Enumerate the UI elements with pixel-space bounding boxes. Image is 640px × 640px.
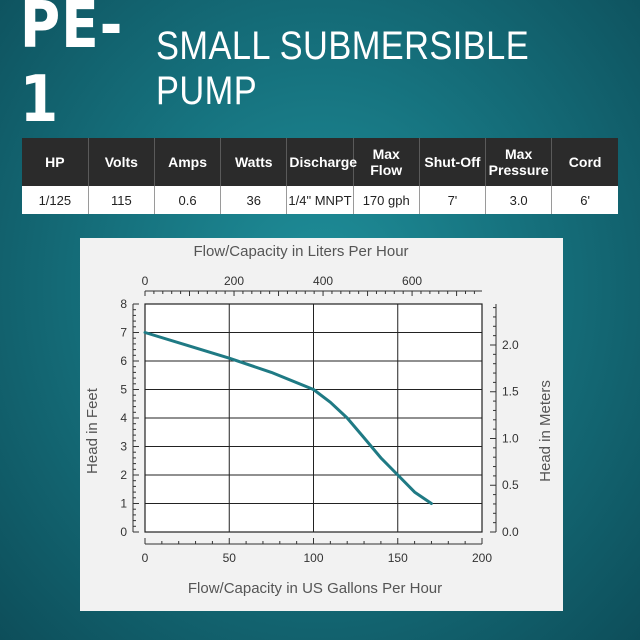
spec-header-max-pressure: Max Pressure xyxy=(485,138,552,186)
spec-header-row: HP Volts Amps Watts Discharge Max Flow Sh… xyxy=(22,138,618,186)
y-tick-label: 3 xyxy=(120,440,127,454)
x-tick-label: 0 xyxy=(142,551,149,565)
spec-value-discharge: 1/4" MNPT xyxy=(286,186,354,214)
right-tick-label: 0.5 xyxy=(502,478,519,492)
spec-value-cord: 6' xyxy=(551,186,618,214)
right-tick-label: 2.0 xyxy=(502,338,519,352)
x-tick-label: 200 xyxy=(472,551,492,565)
spec-table: HP Volts Amps Watts Discharge Max Flow Sh… xyxy=(22,138,618,214)
spec-header-cord: Cord xyxy=(551,138,618,186)
chart-svg: Flow/Capacity in Liters Per Hour Flow/Ca… xyxy=(84,243,554,597)
product-model: PE-1 xyxy=(19,0,124,137)
y-tick-label: 4 xyxy=(120,411,127,425)
right-tick-label: 1.0 xyxy=(502,431,519,445)
spec-header-watts: Watts xyxy=(220,138,287,186)
chart-y2-label: Head in Meters xyxy=(537,380,554,482)
y-tick-label: 0 xyxy=(120,525,127,539)
right-tick-label: 1.5 xyxy=(502,385,519,399)
spec-value-max-pressure: 3.0 xyxy=(485,186,552,214)
spec-value-max-flow: 170 gph xyxy=(352,186,420,214)
spec-header-discharge: Discharge xyxy=(286,138,357,186)
spec-value-hp: 1/125 xyxy=(22,186,89,214)
spec-value-row: 1/125 115 0.6 36 1/4" MNPT 170 gph 7' 3.… xyxy=(22,186,618,214)
top-tick-label: 200 xyxy=(224,274,244,288)
pump-curve-line xyxy=(143,331,433,505)
top-tick-label: 400 xyxy=(313,274,333,288)
y-tick-label: 2 xyxy=(120,468,127,482)
top-tick-label: 0 xyxy=(142,274,149,288)
y-tick-label: 8 xyxy=(120,297,127,311)
y-tick-label: 7 xyxy=(120,326,127,340)
series-layer xyxy=(143,331,433,505)
x-tick-label: 50 xyxy=(223,551,237,565)
spec-value-watts: 36 xyxy=(220,186,287,214)
y-tick-label: 5 xyxy=(120,383,127,397)
chart-y-label: Head in Feet xyxy=(84,387,101,474)
spec-header-hp: HP xyxy=(22,138,89,186)
right-tick-label: 0.0 xyxy=(502,525,519,539)
pump-curve-chart: Flow/Capacity in Liters Per Hour Flow/Ca… xyxy=(80,238,563,611)
spec-header-amps: Amps xyxy=(153,138,221,186)
y-tick-label: 6 xyxy=(120,354,127,368)
top-tick-label: 600 xyxy=(402,274,422,288)
product-subtitle: SMALL SUBMERSIBLE PUMP xyxy=(156,24,530,113)
spec-header-volts: Volts xyxy=(87,138,155,186)
axis-layer: 0 50 100 150 200 0 1 2 3 4 5 6 7 8 0 200 400 600 0.0 0.5 1.0… xyxy=(120,274,519,565)
x-tick-label: 150 xyxy=(388,551,408,565)
spec-value-shut-off: 7' xyxy=(418,186,486,214)
spec-value-amps: 0.6 xyxy=(153,186,221,214)
spec-value-volts: 115 xyxy=(87,186,155,214)
grid-layer xyxy=(144,303,483,533)
y-tick-label: 1 xyxy=(120,497,127,511)
chart-x-label: Flow/Capacity in US Gallons Per Hour xyxy=(188,580,442,597)
spec-header-shut-off: Shut-Off xyxy=(418,138,486,186)
x-tick-label: 100 xyxy=(303,551,323,565)
spec-header-max-flow: Max Flow xyxy=(352,138,420,186)
chart-top-title: Flow/Capacity in Liters Per Hour xyxy=(193,243,408,260)
title-row: PE-1 SMALL SUBMERSIBLE PUMP xyxy=(0,0,640,137)
